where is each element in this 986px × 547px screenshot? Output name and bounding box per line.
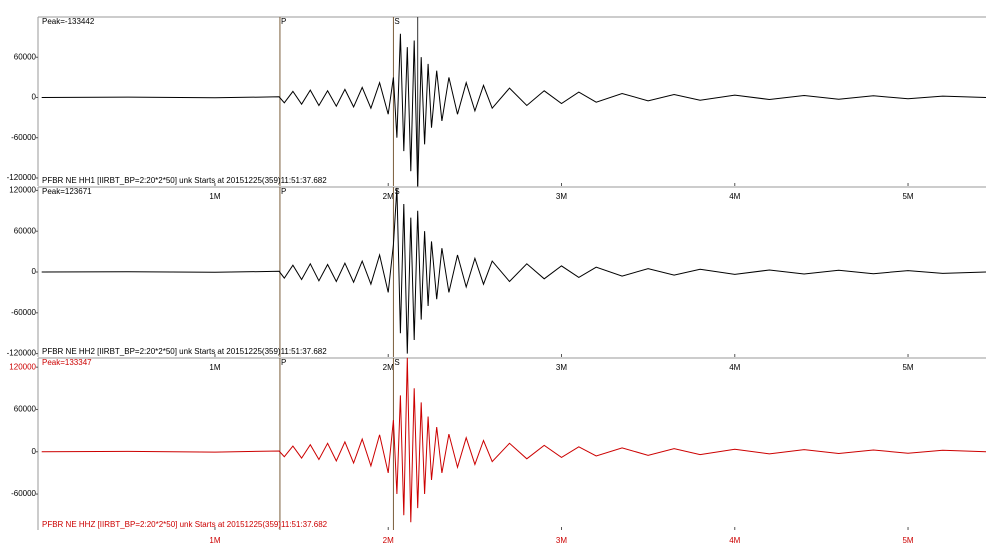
- pick-label: P: [281, 17, 286, 26]
- peak-label: Peak=133347: [42, 358, 92, 367]
- y-tick-label: 0: [32, 447, 37, 456]
- trace-footer: PFBR NE HH2 [IIRBT_BP=2:20*2*50] unk Sta…: [42, 347, 327, 356]
- x-tick-label: 1M: [209, 192, 220, 201]
- y-tick-label: -60000: [11, 489, 36, 498]
- x-tick-label: 4M: [729, 192, 740, 201]
- x-tick-label: 4M: [729, 363, 740, 372]
- x-tick-label: 2M: [383, 192, 394, 201]
- y-tick-label: -60000: [11, 308, 36, 317]
- trace-footer: PFBR NE HHZ [IIRBT_BP=2:20*2*50] unk Sta…: [42, 520, 328, 529]
- peak-label: Peak=-133442: [42, 17, 95, 26]
- x-tick-label: 5M: [902, 363, 913, 372]
- waveform: [41, 33, 986, 188]
- y-tick-label: 0: [32, 93, 37, 102]
- x-tick-label: 1M: [209, 536, 220, 545]
- y-tick-label: -120000: [7, 349, 37, 358]
- y-tick-label: 120000: [9, 186, 36, 195]
- peak-label: Peak=123671: [42, 187, 92, 196]
- y-tick-label: 120000: [9, 362, 36, 371]
- x-tick-label: 2M: [383, 536, 394, 545]
- x-tick-label: 3M: [556, 363, 567, 372]
- trace-footer: PFBR NE HH1 [IIRBT_BP=2:20*2*50] unk Sta…: [42, 176, 327, 185]
- pick-label: P: [281, 358, 286, 367]
- pick-label: P: [281, 187, 286, 196]
- x-tick-label: 3M: [556, 536, 567, 545]
- x-tick-label: 5M: [902, 536, 913, 545]
- x-tick-label: 5M: [902, 192, 913, 201]
- y-tick-label: 60000: [14, 52, 37, 61]
- waveform: [41, 357, 986, 523]
- waveform: [41, 187, 986, 354]
- y-tick-label: -120000: [7, 173, 37, 182]
- y-tick-label: 0: [32, 267, 37, 276]
- x-tick-label: 3M: [556, 192, 567, 201]
- y-tick-label: -60000: [11, 133, 36, 142]
- pick-label: S: [394, 17, 399, 26]
- y-tick-label: 60000: [14, 226, 37, 235]
- pick-label: S: [394, 358, 399, 367]
- x-tick-label: 1M: [209, 363, 220, 372]
- x-tick-label: 2M: [383, 363, 394, 372]
- y-tick-label: 60000: [14, 405, 37, 414]
- x-tick-label: 4M: [729, 536, 740, 545]
